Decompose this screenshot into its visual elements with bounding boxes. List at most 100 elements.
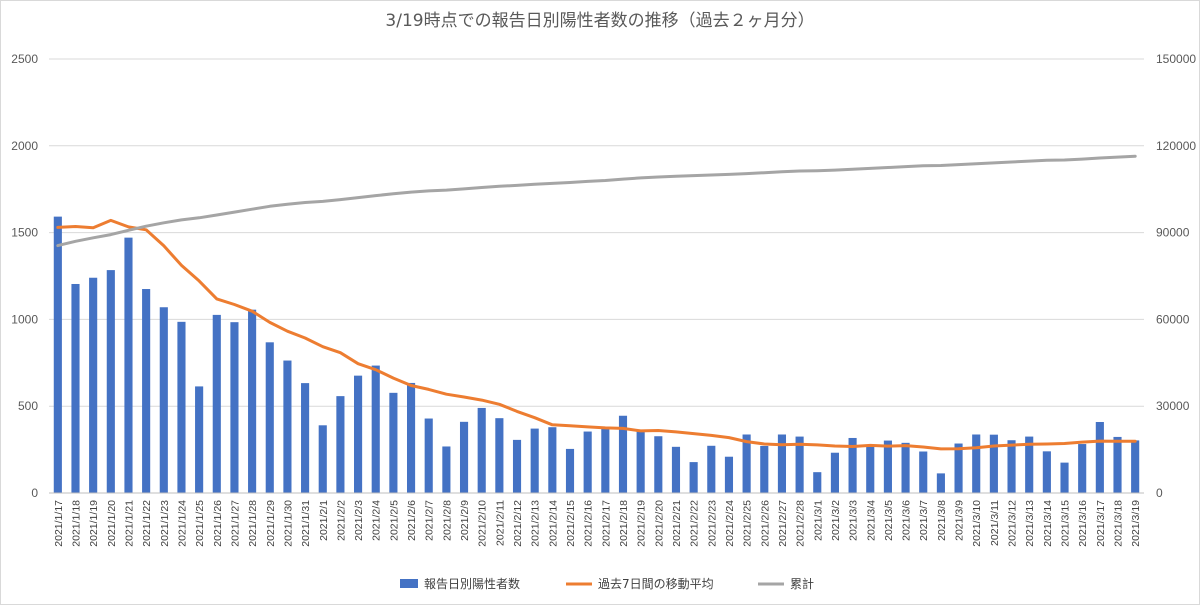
- right-y-tick-label: 0: [1156, 486, 1163, 500]
- bar: [830, 452, 839, 493]
- x-tick-label: 2021/2/16: [583, 500, 595, 547]
- bar: [477, 407, 486, 493]
- bar: [318, 425, 327, 493]
- bar: [972, 434, 981, 493]
- bar: [212, 314, 221, 493]
- bar: [1042, 451, 1051, 493]
- x-tick-label: 2021/2/4: [371, 500, 383, 541]
- bar: [124, 237, 133, 493]
- x-tick-label: 2021/2/13: [530, 500, 542, 547]
- bar: [936, 473, 945, 493]
- x-tick-label: 2021/3/15: [1060, 500, 1072, 547]
- x-tick-label: 2021/1/25: [194, 500, 206, 547]
- x-tick-label: 2021/2/18: [618, 500, 630, 547]
- bar: [601, 428, 610, 493]
- x-tick-label: 2021/3/6: [901, 500, 913, 541]
- bar: [53, 216, 62, 494]
- x-tick-label: 2021/3/19: [1130, 500, 1142, 547]
- legend-label: 累計: [790, 576, 814, 591]
- left-y-axis: 0 500 1000 1500 2000 2500: [11, 52, 38, 500]
- x-tick-label: 2021/2/12: [512, 500, 524, 547]
- x-tick-label: 2021/1/28: [247, 500, 259, 547]
- legend-swatch: [400, 579, 418, 588]
- right-y-tick-label: 60000: [1156, 312, 1190, 326]
- bar: [548, 427, 557, 493]
- bar: [1007, 440, 1016, 493]
- bar: [71, 283, 80, 493]
- bar: [530, 428, 539, 493]
- bar: [1060, 462, 1069, 493]
- x-tick-label: 2021/2/26: [759, 500, 771, 547]
- left-y-tick-label: 500: [18, 399, 38, 413]
- bar: [583, 431, 592, 493]
- bar: [813, 472, 822, 493]
- x-axis: 2021/1/17 2021/1/18 2021/1/19 2021/1/20 2021…: [53, 500, 1142, 547]
- bar: [707, 445, 716, 493]
- x-tick-label: 2021/3/12: [1007, 500, 1019, 547]
- bar: [689, 462, 698, 493]
- bar: [618, 415, 628, 493]
- bar: [389, 392, 398, 493]
- bar: [919, 451, 928, 493]
- bar: [142, 289, 151, 493]
- bar: [283, 360, 292, 493]
- x-tick-label: 2021/1/17: [53, 500, 65, 547]
- bar: [848, 437, 857, 493]
- x-tick-label: 2021/2/22: [689, 500, 701, 547]
- x-tick-label: 2021/3/8: [936, 500, 948, 541]
- legend-label: 報告日別陽性者数: [424, 576, 520, 591]
- x-tick-label: 2021/3/7: [918, 500, 930, 541]
- x-tick-label: 2021/2/28: [795, 500, 807, 547]
- bar: [760, 445, 769, 493]
- x-tick-label: 2021/2/15: [565, 500, 577, 547]
- bar: [989, 434, 998, 493]
- x-tick-label: 2021/3/11: [989, 500, 1001, 546]
- x-tick-label: 2021/1/27: [229, 500, 241, 547]
- x-tick-label: 2021/1/20: [106, 500, 118, 547]
- x-tick-label: 2021/2/27: [777, 500, 789, 547]
- x-tick-label: 2021/3/9: [954, 500, 966, 541]
- x-tick-label: 2021/2/8: [441, 500, 453, 541]
- x-tick-label: 2021/1/18: [71, 500, 83, 547]
- bar: [177, 321, 186, 493]
- left-y-tick-label: 0: [31, 486, 38, 500]
- bar: [1078, 444, 1087, 493]
- series-line: [56, 218, 1137, 451]
- x-tick-label: 2021/3/18: [1113, 500, 1125, 547]
- bar: [495, 418, 504, 493]
- left-y-tick-label: 1000: [11, 312, 38, 326]
- bar: [159, 307, 168, 493]
- right-y-tick-label: 30000: [1156, 399, 1190, 413]
- bar: [636, 429, 645, 493]
- bar: [1095, 421, 1104, 493]
- x-tick-label: 2021/3/5: [883, 500, 895, 541]
- x-tick-label: 2021/2/3: [353, 500, 365, 541]
- bar: [1025, 436, 1034, 493]
- x-tick-label: 2021/3/13: [1024, 500, 1036, 547]
- bar: [424, 418, 433, 493]
- x-tick-label: 2021/2/20: [653, 500, 665, 547]
- x-tick-label: 2021/2/14: [547, 500, 559, 547]
- x-tick-label: 2021/3/14: [1042, 500, 1054, 547]
- legend-label: 過去7日間の移動平均: [598, 577, 714, 591]
- x-tick-label: 2021/2/10: [477, 500, 489, 547]
- x-tick-label: 2021/2/17: [600, 500, 612, 547]
- x-tick-label: 2021/3/2: [830, 500, 842, 541]
- bar: [671, 446, 681, 493]
- x-tick-label: 2021/2/19: [636, 500, 648, 547]
- bar: [883, 440, 892, 493]
- bar: [795, 436, 804, 493]
- bar: [565, 448, 575, 493]
- bar: [89, 277, 98, 493]
- bar: [1113, 436, 1122, 493]
- bar: [954, 443, 963, 493]
- x-tick-label: 2021/1/24: [177, 500, 189, 547]
- x-tick-label: 2021/3/10: [971, 500, 983, 547]
- bar: [777, 434, 787, 493]
- x-tick-label: 2021/1/23: [159, 500, 171, 547]
- series-line: [56, 154, 1137, 248]
- x-tick-label: 2021/3/17: [1095, 500, 1107, 547]
- x-tick-label: 2021/2/7: [424, 500, 436, 541]
- bar: [512, 439, 522, 493]
- bar: [901, 442, 910, 493]
